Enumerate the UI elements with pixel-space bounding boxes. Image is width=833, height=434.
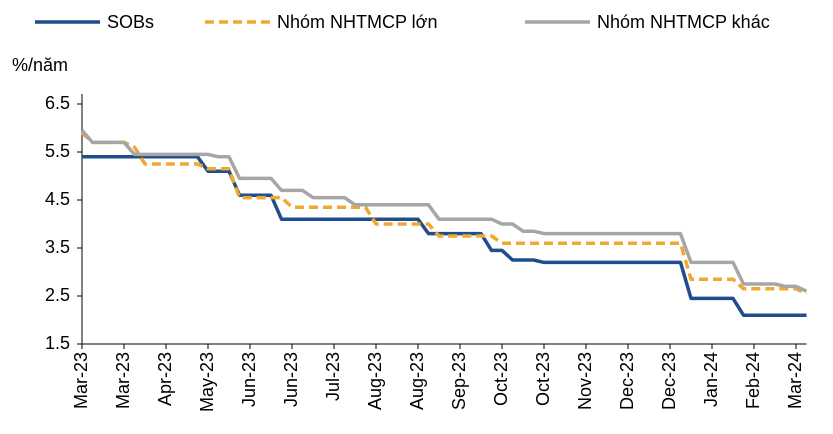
x-tick-label: Mar-23 xyxy=(71,352,91,409)
x-tick-label: Mar-24 xyxy=(785,352,805,409)
y-axis-label: %/năm xyxy=(12,55,68,75)
x-tick-label: Dec-23 xyxy=(617,352,637,410)
x-tick-label: May-23 xyxy=(197,352,217,412)
y-tick-label: 3.5 xyxy=(45,237,70,257)
x-tick-label: Jul-23 xyxy=(323,352,343,401)
y-tick-label: 5.5 xyxy=(45,141,70,161)
legend-label: Nhóm NHTMCP khác xyxy=(597,12,770,32)
x-tick-label: Oct-23 xyxy=(533,352,553,406)
x-tick-label: Jun-23 xyxy=(281,352,301,407)
x-tick-label: Jun-23 xyxy=(239,352,259,407)
x-tick-label: Mar-23 xyxy=(113,352,133,409)
x-tick-label: Dec-23 xyxy=(659,352,679,410)
x-tick-label: Aug-23 xyxy=(407,352,427,410)
x-tick-label: Nov-23 xyxy=(575,352,595,410)
y-tick-label: 4.5 xyxy=(45,189,70,209)
series-line xyxy=(80,129,808,293)
legend-label: Nhóm NHTMCP lớn xyxy=(277,12,438,32)
y-tick-label: 1.5 xyxy=(45,333,70,353)
x-tick-label: Apr-23 xyxy=(155,352,175,406)
x-tick-label: Aug-23 xyxy=(365,352,385,410)
legend-label: SOBs xyxy=(107,12,154,32)
x-tick-label: Oct-23 xyxy=(491,352,511,406)
x-tick-label: Jan-24 xyxy=(701,352,721,407)
series-line xyxy=(80,131,808,296)
x-tick-label: Sep-23 xyxy=(449,352,469,410)
x-tick-label: Feb-24 xyxy=(743,352,763,409)
y-tick-label: 6.5 xyxy=(45,93,70,113)
series-line xyxy=(82,155,807,317)
y-tick-label: 2.5 xyxy=(45,285,70,305)
